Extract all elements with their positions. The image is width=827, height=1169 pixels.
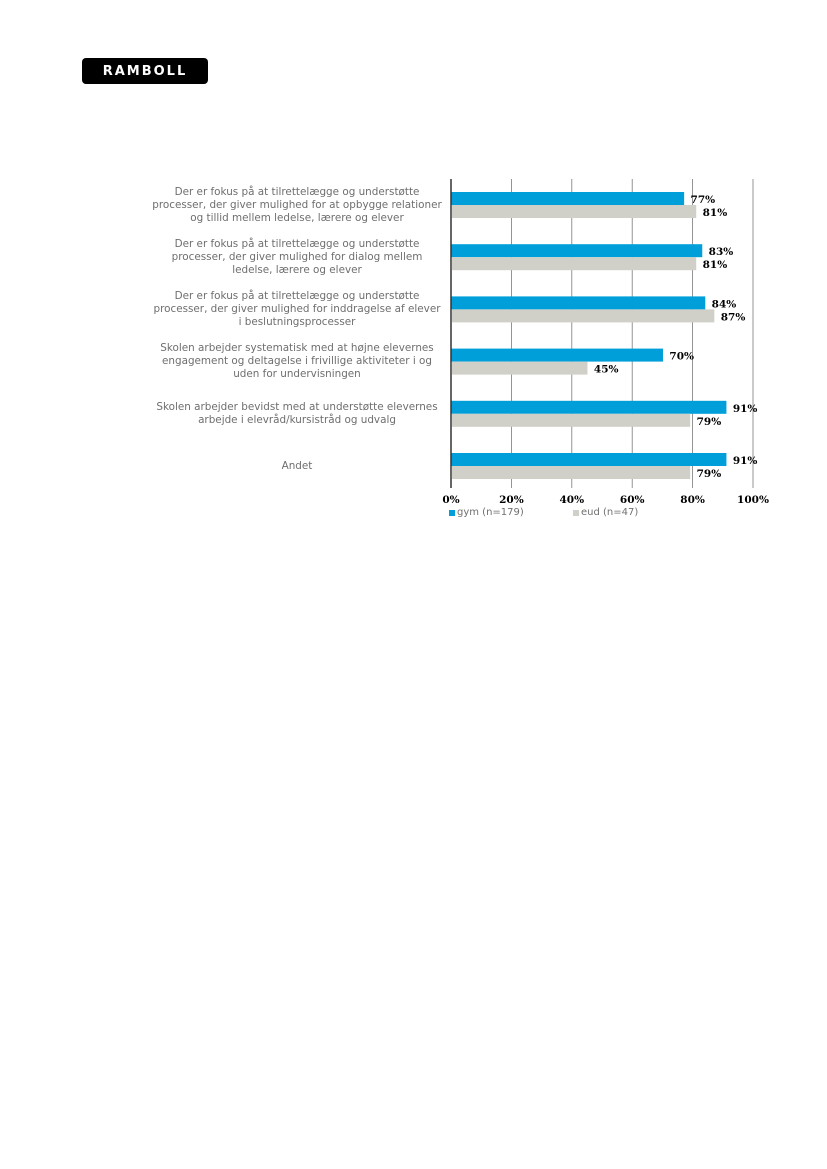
data-label: 91% — [733, 403, 758, 415]
legend-item-gym: gym (n=179) — [449, 507, 524, 518]
ramboll-logo: RAMBOLL — [82, 58, 208, 84]
x-tick-label: 100% — [737, 494, 769, 506]
bar-gym — [451, 296, 706, 310]
data-label: 83% — [709, 246, 734, 258]
bar-eud — [451, 205, 697, 218]
legend-label-gym: gym (n=179) — [457, 507, 524, 518]
bar-gym — [451, 453, 727, 466]
legend-swatch-eud — [573, 509, 579, 516]
category-label: Der er fokus på at tilrettelægge og unde… — [153, 289, 441, 328]
bar-eud — [451, 257, 697, 271]
data-label: 70% — [669, 351, 694, 363]
data-label: 79% — [697, 416, 722, 428]
bar-eud — [451, 466, 691, 479]
bar-eud — [451, 361, 588, 375]
bar-gym — [451, 192, 685, 205]
data-label: 81% — [703, 259, 728, 271]
data-label: 77% — [691, 194, 716, 206]
legend-label-eud: eud (n=47) — [581, 507, 639, 518]
legend-item-eud: eud (n=47) — [573, 507, 638, 518]
bar-eud — [451, 413, 691, 427]
legend-swatch-gym — [449, 509, 455, 516]
x-tick-label: 60% — [620, 494, 645, 506]
bar-eud — [451, 309, 715, 323]
x-tick-label: 80% — [680, 494, 705, 506]
category-label: Andet — [281, 459, 313, 472]
x-tick-label: 20% — [499, 494, 524, 506]
x-tick-label: 0% — [442, 494, 459, 506]
data-label: 79% — [697, 468, 722, 480]
category-label: Skolen arbejder systematisk med at højne… — [160, 342, 434, 381]
bar-gym — [451, 244, 703, 258]
data-label: 87% — [721, 311, 746, 323]
bar-gym — [451, 348, 663, 362]
category-label: Skolen arbejder bevidst med at understøt… — [156, 400, 438, 426]
x-tick-label: 40% — [560, 494, 585, 506]
data-label: 84% — [712, 298, 737, 310]
category-label: Der er fokus på at tilrettelægge og unde… — [152, 185, 442, 224]
bar-gym — [451, 400, 727, 414]
logo-text: RAMBOLL — [102, 63, 188, 79]
category-label: Der er fokus på at tilrettelægge og unde… — [171, 237, 423, 276]
data-label: 81% — [703, 207, 728, 219]
data-label: 45% — [594, 364, 619, 376]
data-label: 91% — [733, 455, 758, 467]
